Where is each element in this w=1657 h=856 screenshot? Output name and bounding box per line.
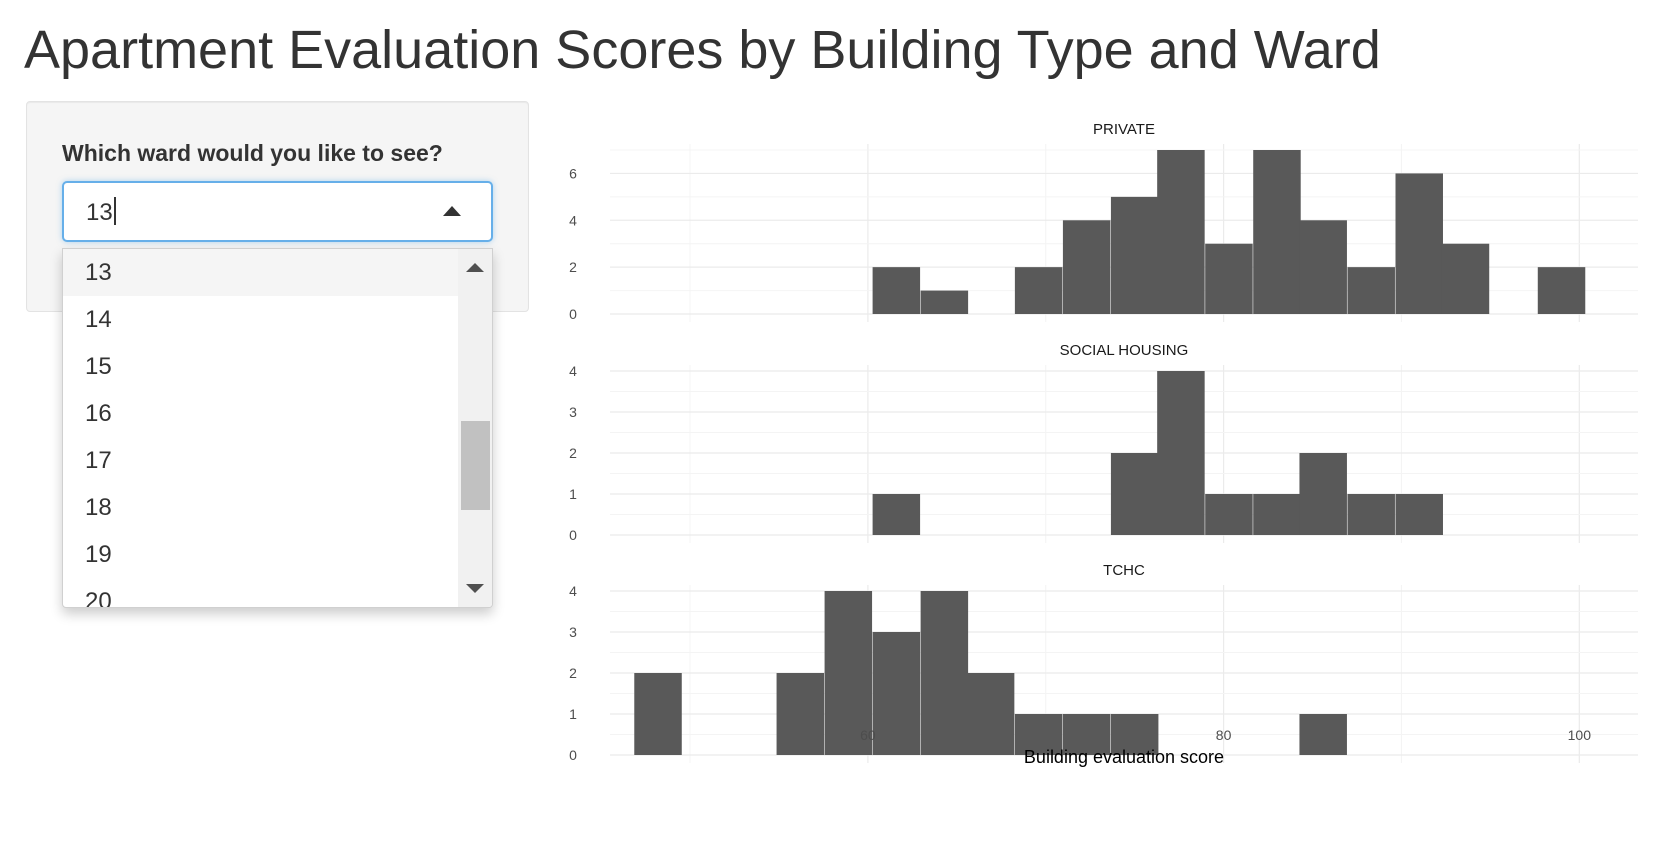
histogram-bar <box>1110 453 1159 535</box>
ward-option[interactable]: 13 <box>63 249 458 296</box>
histogram-bar <box>1014 267 1063 314</box>
y-tick-label: 4 <box>569 583 577 599</box>
y-tick-label: 2 <box>569 259 577 275</box>
histogram-bar <box>776 673 825 755</box>
histogram-bar <box>1110 714 1159 755</box>
y-tick-label: 4 <box>569 363 577 379</box>
page-title: Apartment Evaluation Scores by Building … <box>24 20 1381 80</box>
histogram-bar <box>824 591 873 755</box>
histogram-bar <box>1299 714 1347 755</box>
y-tick-label: 4 <box>569 212 577 228</box>
x-tick-label: 80 <box>1216 727 1232 743</box>
histogram-bar <box>1253 494 1301 535</box>
text-cursor <box>113 197 116 225</box>
histogram-bar <box>1537 267 1586 314</box>
histogram-bar <box>1062 220 1111 314</box>
y-tick-label: 6 <box>569 165 577 181</box>
y-tick-label: 0 <box>569 747 577 763</box>
y-tick-label: 2 <box>569 665 577 681</box>
histogram-bar <box>1205 494 1253 535</box>
histogram-bar <box>1014 714 1063 755</box>
x-tick-label: 100 <box>1568 727 1592 743</box>
histogram-bar <box>1395 173 1443 314</box>
ward-select-value[interactable]: 13 <box>86 197 116 227</box>
ward-option[interactable]: 20 <box>85 588 112 608</box>
ward-option[interactable]: 15 <box>85 353 112 380</box>
ward-select-label: Which ward would you like to see? <box>62 140 443 166</box>
x-axis-title: Building evaluation score <box>1024 747 1224 767</box>
ward-option[interactable]: 16 <box>85 400 112 427</box>
histogram-bar <box>1062 714 1111 755</box>
facet-panel: TCHC 0 1 2 3 4 <box>569 562 1638 763</box>
y-tick-label: 3 <box>569 624 577 640</box>
ward-option[interactable]: 19 <box>85 541 112 568</box>
y-tick-label: 3 <box>569 404 577 420</box>
ward-select[interactable]: 13 <box>62 181 493 242</box>
histogram-bar <box>872 632 921 755</box>
histogram-bar <box>920 290 969 314</box>
histogram-bar <box>634 673 682 755</box>
arrow-up-icon[interactable] <box>443 206 461 216</box>
histogram-bar <box>1441 243 1490 314</box>
y-tick-label: 0 <box>569 306 577 322</box>
scroll-down-icon[interactable] <box>466 584 484 593</box>
x-tick-label: 60 <box>860 727 876 743</box>
histogram-bar <box>1110 196 1159 314</box>
histogram-bar <box>1299 220 1347 314</box>
ward-option[interactable]: 18 <box>85 494 112 521</box>
histogram-bar <box>1395 494 1443 535</box>
scrollbar-thumb[interactable] <box>461 421 490 510</box>
y-tick-label: 0 <box>569 527 577 543</box>
histogram-bar <box>1205 243 1253 314</box>
facet-title: SOCIAL HOUSING <box>1060 342 1189 359</box>
histogram-bar <box>872 267 921 314</box>
histogram-bar <box>872 494 921 535</box>
histogram-bar <box>1157 371 1205 535</box>
histogram-bar <box>1347 494 1395 535</box>
score-histogram-chart: PRIVATE 0 2 4 6 SOCIAL HOUSING 0 1 2 3 4 TCHC 0 1 2 3 4 6… <box>569 121 1638 767</box>
histogram-bar <box>1253 150 1301 314</box>
histogram-bar <box>1299 453 1347 535</box>
y-tick-label: 1 <box>569 706 577 722</box>
histogram-bar <box>966 673 1015 755</box>
ward-option[interactable]: 14 <box>85 306 112 333</box>
ward-option[interactable]: 17 <box>85 447 112 474</box>
histogram-bar <box>1347 267 1395 314</box>
facet-panel: PRIVATE 0 2 4 6 <box>569 121 1638 322</box>
facet-title: TCHC <box>1103 562 1145 579</box>
y-tick-label: 2 <box>569 445 577 461</box>
facet-title: PRIVATE <box>1093 121 1155 138</box>
histogram-bar <box>920 591 969 755</box>
y-tick-label: 1 <box>569 486 577 502</box>
dropdown-scrollbar[interactable] <box>458 249 492 607</box>
scroll-up-icon[interactable] <box>466 263 484 272</box>
histogram-bar <box>1157 150 1205 314</box>
ward-dropdown-menu: 13 14 15 16 17 18 19 20 <box>62 248 493 608</box>
facet-panel: SOCIAL HOUSING 0 1 2 3 4 <box>569 342 1638 543</box>
